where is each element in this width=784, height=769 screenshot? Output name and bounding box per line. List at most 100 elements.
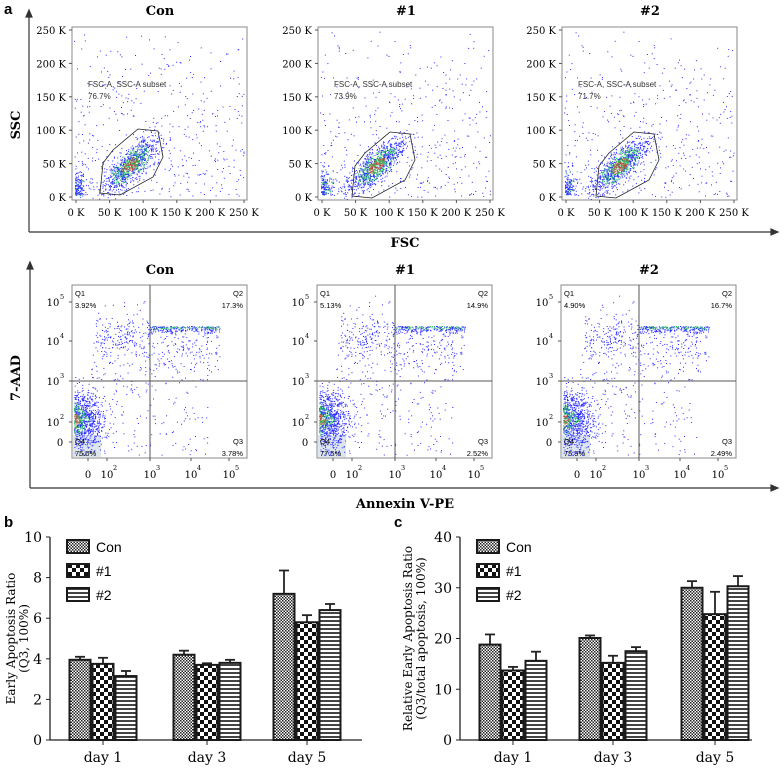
event-dot bbox=[323, 179, 325, 180]
event-dot bbox=[407, 136, 409, 138]
event-dot bbox=[121, 166, 123, 168]
event-dot bbox=[621, 148, 623, 150]
event-dot bbox=[709, 84, 711, 86]
event-dot bbox=[107, 177, 109, 179]
event-dot bbox=[634, 154, 636, 156]
event-dot bbox=[427, 177, 429, 179]
event-dot bbox=[393, 150, 395, 152]
event-dot bbox=[616, 149, 617, 151]
event-dot bbox=[149, 144, 151, 146]
event-dot bbox=[454, 188, 456, 190]
event-dot bbox=[370, 159, 372, 161]
event-dot bbox=[656, 151, 658, 153]
x-tick-label: 50 K bbox=[98, 208, 122, 219]
event-dot bbox=[637, 149, 639, 151]
event-dot bbox=[324, 174, 326, 176]
event-dot bbox=[406, 147, 408, 149]
event-dot bbox=[626, 171, 628, 173]
event-dot bbox=[633, 152, 635, 154]
event-dot bbox=[383, 162, 385, 164]
event-dot bbox=[378, 160, 380, 162]
event-dot bbox=[352, 107, 354, 109]
event-dot bbox=[164, 115, 166, 117]
event-dot bbox=[614, 167, 616, 169]
event-dot bbox=[113, 157, 115, 159]
event-dot bbox=[626, 163, 628, 165]
event-dot bbox=[621, 166, 623, 168]
event-dot bbox=[390, 162, 392, 164]
event-dot bbox=[605, 165, 607, 167]
event-dot bbox=[366, 167, 368, 169]
event-dot bbox=[179, 91, 181, 93]
event-dot bbox=[377, 156, 379, 157]
event-dot bbox=[477, 131, 479, 133]
event-dot bbox=[386, 54, 388, 56]
event-dot bbox=[624, 159, 626, 161]
event-dot bbox=[634, 163, 636, 165]
event-dot bbox=[683, 154, 685, 156]
event-dot bbox=[614, 159, 616, 161]
event-dot bbox=[168, 191, 170, 193]
event-dot bbox=[137, 161, 139, 163]
event-dot bbox=[332, 171, 334, 173]
event-dot bbox=[118, 191, 120, 193]
event-dot bbox=[616, 173, 618, 175]
event-dot bbox=[96, 182, 98, 184]
event-dot bbox=[653, 140, 655, 142]
event-dot bbox=[579, 92, 580, 94]
event-dot bbox=[119, 155, 121, 157]
event-dot bbox=[109, 169, 111, 171]
event-dot bbox=[115, 185, 117, 187]
event-dot bbox=[382, 177, 384, 179]
event-dot bbox=[114, 175, 116, 177]
event-dot bbox=[88, 447, 90, 449]
event-dot bbox=[166, 143, 167, 144]
event-dot bbox=[370, 182, 372, 184]
event-dot bbox=[376, 169, 378, 171]
event-dot bbox=[372, 155, 374, 157]
event-dot bbox=[327, 186, 329, 188]
event-dot bbox=[457, 138, 459, 140]
event-dot bbox=[635, 150, 637, 152]
event-dot bbox=[358, 176, 360, 178]
event-dot bbox=[586, 186, 588, 188]
event-dot bbox=[567, 185, 569, 187]
event-dot bbox=[380, 171, 382, 173]
event-dot bbox=[596, 174, 598, 176]
event-dot bbox=[641, 162, 643, 164]
event-dot bbox=[324, 125, 326, 126]
event-dot bbox=[379, 163, 381, 165]
event-dot bbox=[141, 160, 143, 162]
event-dot bbox=[600, 187, 601, 189]
event-dot bbox=[121, 159, 123, 161]
event-dot bbox=[127, 162, 128, 164]
event-dot bbox=[606, 183, 608, 185]
event-dot bbox=[95, 335, 97, 337]
event-dot bbox=[80, 187, 82, 189]
event-dot bbox=[639, 153, 641, 155]
event-dot bbox=[643, 164, 645, 166]
event-dot bbox=[132, 150, 134, 152]
event-dot bbox=[632, 148, 634, 150]
event-dot bbox=[113, 173, 115, 175]
event-dot bbox=[402, 154, 403, 156]
event-dot bbox=[147, 151, 149, 153]
event-dot bbox=[364, 158, 366, 160]
event-dot bbox=[388, 140, 390, 142]
event-dot bbox=[183, 133, 185, 135]
event-dot bbox=[372, 170, 374, 172]
event-dot bbox=[142, 167, 144, 169]
event-dot bbox=[155, 156, 156, 158]
event-dot bbox=[121, 147, 123, 149]
event-dot bbox=[330, 193, 332, 195]
event-dot bbox=[633, 165, 635, 167]
event-dot bbox=[628, 146, 630, 148]
event-dot bbox=[379, 170, 381, 172]
event-dot bbox=[693, 78, 695, 80]
event-dot bbox=[655, 168, 657, 170]
event-dot bbox=[595, 179, 597, 181]
event-dot bbox=[378, 137, 380, 139]
event-dot bbox=[615, 178, 617, 180]
event-dot bbox=[473, 47, 475, 49]
